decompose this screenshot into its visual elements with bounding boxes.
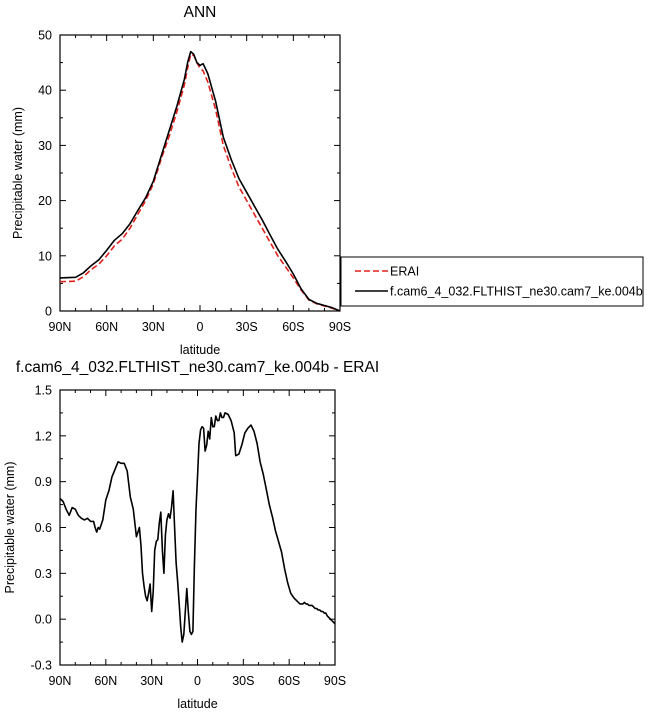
series-line-0	[59, 412, 336, 643]
y-tick-label: 40	[38, 84, 52, 98]
y-tick-label: 0.6	[35, 521, 52, 535]
y-tick-label: 0.9	[35, 475, 52, 489]
chart-title: ANN	[184, 4, 217, 21]
chart-legend: ERAI f.cam6_4_032.FLTHIST_ne30.cam7_ke.00…	[340, 256, 644, 307]
x-tick-label: 30S	[232, 674, 254, 688]
y-tick-label: 0.3	[35, 567, 52, 581]
y-tick-label: 1.2	[35, 429, 52, 443]
chart-precipitable-water-difference: f.cam6_4_032.FLTHIST_ne30.cam7_ke.004b -…	[3, 359, 379, 711]
x-tick-label: 90S	[324, 674, 346, 688]
y-tick-label: 1.5	[35, 384, 52, 398]
chart-annual-precipitable-water: ANN 0 10 20 30 40 50 90N 60N 30N 0 30S 60S 90S latitud…	[11, 4, 351, 357]
x-tick-label: 0	[197, 320, 204, 334]
x-tick-label: 90N	[49, 674, 72, 688]
plot-frame	[59, 34, 341, 312]
x-tick-label: 30N	[140, 674, 163, 688]
x-tick-label: 60S	[282, 320, 304, 334]
x-tick-label: 60N	[95, 320, 118, 334]
x-tick-label: 0	[194, 674, 201, 688]
x-axis-label: latitude	[177, 697, 217, 711]
legend-box	[340, 256, 644, 307]
x-tick-label: 60N	[94, 674, 117, 688]
y-tick-label: 30	[38, 139, 52, 153]
x-tick-label: 30N	[142, 320, 165, 334]
plot-frame	[59, 389, 336, 666]
x-tick-label: 90S	[329, 320, 351, 334]
legend-label: f.cam6_4_032.FLTHIST_ne30.cam7_ke.004b	[390, 285, 643, 299]
x-tick-label: 30S	[236, 320, 258, 334]
y-tick-label: 0	[45, 305, 52, 319]
y-tick-label: 0.0	[35, 613, 52, 627]
chart-title: f.cam6_4_032.FLTHIST_ne30.cam7_ke.004b -…	[16, 359, 379, 376]
y-tick-label: 50	[38, 29, 52, 43]
y-tick-label: 10	[38, 249, 52, 263]
y-axis-label: Precipitable water (mm)	[3, 462, 17, 594]
x-axis-label: latitude	[180, 343, 220, 357]
x-tick-label: 60S	[278, 674, 300, 688]
x-tick-label: 90N	[49, 320, 72, 334]
y-tick-label: 20	[38, 194, 52, 208]
series-line-1	[59, 50, 341, 312]
y-tick-label: -0.3	[30, 659, 52, 673]
series-line-0	[59, 53, 341, 312]
legend-label: ERAI	[390, 265, 419, 279]
y-axis-label: Precipitable water (mm)	[11, 107, 25, 239]
